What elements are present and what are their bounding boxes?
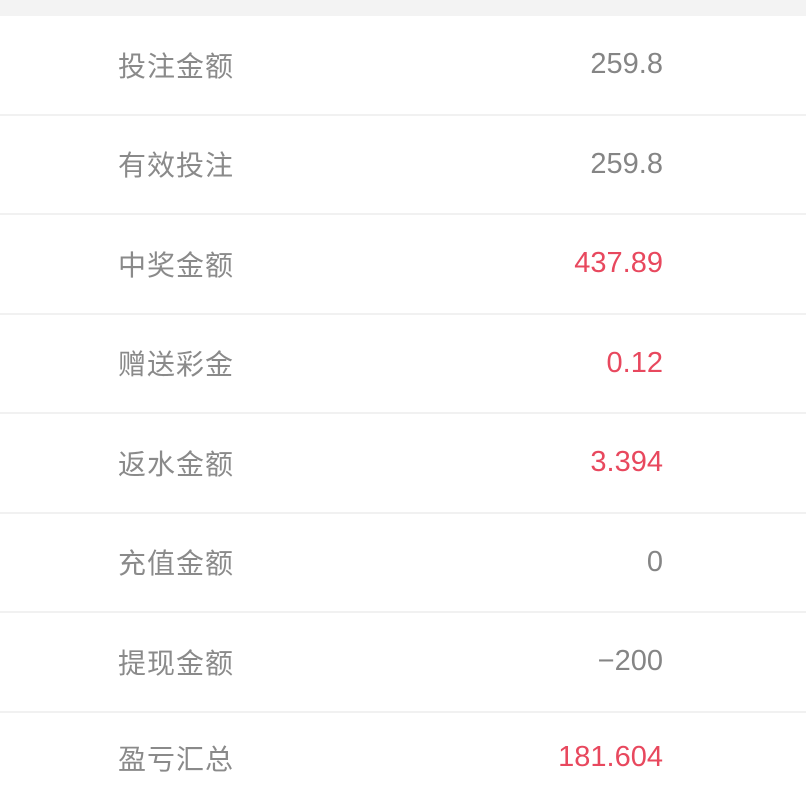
summary-row-bonus-amount: 赠送彩金 0.12 (0, 314, 806, 414)
row-value: 181.604 (558, 741, 663, 774)
row-label: 赠送彩金 (118, 349, 235, 381)
row-value: −200 (597, 645, 663, 678)
summary-row-bet-amount: 投注金额 259.8 (0, 16, 806, 116)
row-value: 0 (646, 545, 663, 578)
summary-list: 投注金额 259.8 有效投注 259.8 中奖金额 437.89 赠送彩金 0… (0, 16, 806, 803)
summary-row-winning-amount: 中奖金额 437.89 (0, 215, 806, 315)
row-label: 充值金额 (118, 548, 235, 580)
row-value: 259.8 (590, 48, 663, 81)
row-value: 0.12 (606, 346, 663, 379)
row-label: 提现金额 (118, 647, 235, 679)
top-strip (0, 0, 806, 16)
row-value: 437.89 (574, 247, 663, 280)
row-label: 中奖金额 (118, 249, 235, 281)
row-label: 返水金额 (118, 448, 235, 480)
row-value: 3.394 (590, 446, 663, 479)
row-label: 盈亏汇总 (118, 743, 235, 775)
summary-row-withdrawal-amount: 提现金额 −200 (0, 613, 806, 713)
summary-row-rebate-amount: 返水金额 3.394 (0, 414, 806, 514)
summary-row-profit-loss-total: 盈亏汇总 181.604 (0, 712, 806, 803)
summary-row-deposit-amount: 充值金额 0 (0, 513, 806, 613)
row-label: 有效投注 (118, 150, 235, 182)
summary-row-valid-bets: 有效投注 259.8 (0, 115, 806, 215)
row-value: 259.8 (590, 147, 663, 180)
row-label: 投注金额 (118, 50, 235, 82)
